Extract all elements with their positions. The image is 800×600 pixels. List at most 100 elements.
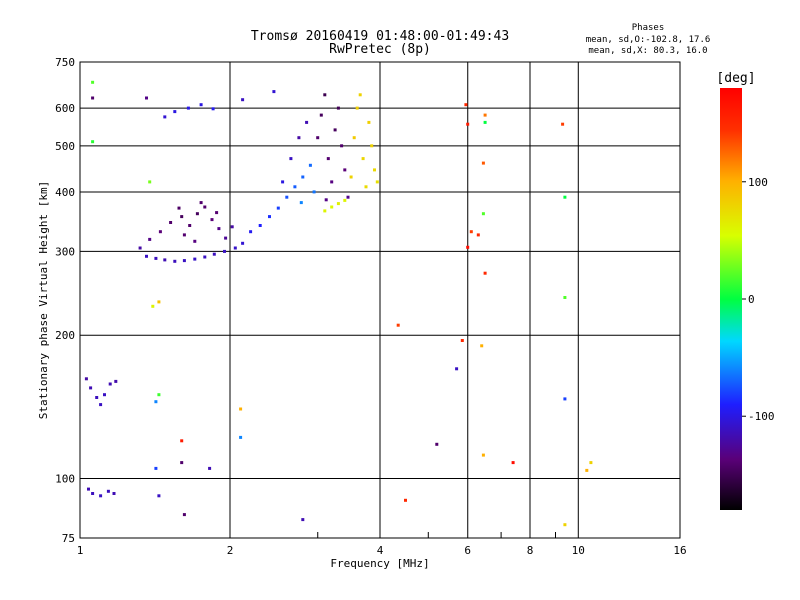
data-point-0-58 — [324, 198, 328, 202]
data-point-0-24 — [193, 239, 197, 243]
data-point-0-104 — [396, 323, 400, 327]
data-point-0-83 — [99, 494, 103, 498]
data-point-0-122 — [561, 122, 565, 126]
x-tick-label-1: 2 — [227, 544, 234, 557]
data-point-0-68 — [361, 157, 365, 161]
data-point-0-92 — [157, 300, 161, 304]
data-point-0-2 — [163, 258, 167, 262]
data-point-0-80 — [84, 377, 88, 381]
data-point-0-40 — [293, 185, 297, 189]
data-point-0-45 — [297, 136, 301, 140]
colorbar-tick-label-0: 100 — [748, 176, 768, 189]
data-point-0-126 — [563, 523, 567, 527]
data-point-0-113 — [476, 233, 480, 237]
x-tick-label-3: 6 — [464, 544, 471, 557]
data-point-0-53 — [330, 180, 334, 184]
x-axis-label: Frequency [MHz] — [330, 557, 429, 570]
data-point-0-59 — [346, 195, 350, 199]
data-point-0-26 — [199, 201, 203, 205]
data-point-0-98 — [180, 461, 184, 465]
data-point-0-115 — [483, 120, 487, 124]
data-point-0-63 — [343, 198, 347, 202]
data-point-0-76 — [103, 393, 106, 397]
data-point-0-96 — [157, 494, 161, 498]
data-point-0-14 — [169, 221, 173, 224]
data-point-0-100 — [208, 466, 212, 470]
colorbar — [720, 88, 742, 510]
data-point-0-10 — [241, 241, 245, 245]
data-point-0-87 — [91, 96, 95, 100]
data-point-0-127 — [585, 468, 589, 472]
data-point-0-41 — [301, 175, 305, 179]
data-point-0-39 — [285, 195, 289, 199]
data-point-0-65 — [352, 136, 356, 140]
data-point-0-108 — [460, 339, 464, 342]
data-point-0-3 — [173, 259, 177, 263]
data-point-0-8 — [223, 249, 226, 253]
data-point-0-103 — [301, 518, 305, 522]
y-tick-label-0: 75 — [62, 532, 75, 545]
data-point-0-16 — [188, 224, 192, 227]
data-point-0-66 — [355, 106, 359, 110]
data-point-0-21 — [224, 236, 228, 240]
data-point-0-88 — [91, 140, 95, 144]
data-point-0-84 — [106, 489, 110, 493]
data-point-0-33 — [241, 98, 245, 102]
data-point-0-99 — [182, 513, 186, 517]
data-point-0-112 — [469, 230, 473, 234]
data-point-0-48 — [312, 190, 316, 194]
data-point-0-44 — [289, 157, 293, 161]
data-point-0-95 — [154, 466, 158, 470]
data-point-0-93 — [154, 400, 158, 404]
chart-title: Tromsø 20160419 01:48:00-01:49:43 — [251, 29, 509, 44]
chart-subtitle: RwPretec (8p) — [329, 42, 431, 57]
data-point-0-123 — [563, 195, 567, 199]
y-tick-label-7: 750 — [55, 56, 75, 69]
data-point-0-85 — [112, 492, 116, 495]
data-point-0-62 — [336, 202, 340, 206]
data-point-0-55 — [336, 106, 340, 110]
data-point-0-61 — [330, 205, 334, 209]
data-point-0-120 — [481, 453, 485, 457]
data-point-0-69 — [364, 185, 368, 189]
y-tick-label-1: 100 — [55, 473, 75, 486]
x-tick-label-6: 16 — [673, 544, 686, 557]
data-point-0-42 — [308, 163, 312, 167]
y-tick-label-2: 200 — [55, 329, 75, 342]
data-point-0-4 — [182, 259, 186, 263]
colorbar-tick-label-1: 0 — [748, 293, 755, 306]
x-tick-label-0: 1 — [77, 544, 84, 557]
data-point-0-117 — [481, 212, 485, 216]
data-point-0-102 — [239, 435, 243, 439]
plot-frame — [79, 61, 681, 539]
data-point-0-119 — [480, 344, 484, 348]
data-point-0-107 — [455, 367, 459, 371]
x-tick-label-4: 8 — [527, 544, 534, 557]
data-point-0-64 — [349, 175, 353, 179]
data-point-0-89 — [145, 96, 148, 100]
data-point-0-73 — [375, 180, 379, 184]
data-point-0-38 — [276, 206, 280, 210]
y-tick-label-4: 400 — [55, 186, 75, 199]
data-point-0-116 — [481, 161, 485, 165]
data-point-0-11 — [138, 246, 142, 250]
data-point-0-111 — [466, 245, 470, 249]
data-point-0-81 — [87, 487, 90, 491]
data-point-0-101 — [239, 407, 243, 411]
data-point-0-57 — [343, 168, 347, 172]
y-tick-label-3: 300 — [55, 245, 75, 258]
data-point-0-5 — [193, 257, 197, 261]
data-point-0-35 — [249, 230, 253, 234]
data-point-0-86 — [91, 80, 95, 84]
data-point-0-9 — [233, 246, 237, 250]
data-point-0-31 — [199, 103, 203, 107]
data-point-0-70 — [367, 120, 371, 124]
data-point-0-30 — [186, 106, 190, 110]
data-point-0-52 — [326, 157, 330, 161]
data-point-0-1 — [154, 256, 158, 260]
data-point-0-43 — [281, 180, 285, 184]
data-point-0-37 — [268, 215, 271, 219]
data-point-0-0 — [145, 254, 148, 258]
data-point-0-91 — [151, 304, 155, 308]
data-point-0-46 — [305, 120, 309, 124]
